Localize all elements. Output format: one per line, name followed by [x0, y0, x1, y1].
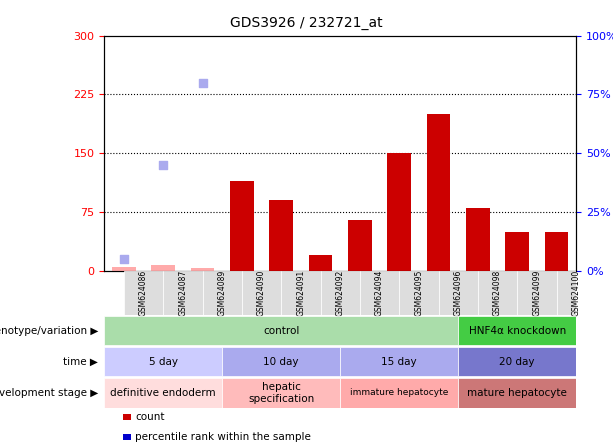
Text: GSM624086: GSM624086	[139, 270, 148, 316]
Text: mature hepatocyte: mature hepatocyte	[467, 388, 567, 398]
Bar	[230, 181, 254, 271]
Text: 20 day: 20 day	[500, 357, 535, 367]
Bar	[458, 347, 576, 377]
Text: percentile rank within the sample: percentile rank within the sample	[135, 432, 311, 442]
Bar	[281, 271, 321, 315]
Bar	[427, 114, 451, 271]
Bar	[505, 232, 529, 271]
Text: GSM624094: GSM624094	[375, 270, 384, 316]
Bar	[222, 378, 340, 408]
Text: GSM624099: GSM624099	[532, 270, 541, 316]
Bar	[104, 378, 222, 408]
Text: GSM624087: GSM624087	[178, 270, 188, 316]
Bar	[222, 347, 340, 377]
Text: immature hepatocyte: immature hepatocyte	[350, 388, 448, 397]
Bar	[387, 153, 411, 271]
Bar	[270, 200, 293, 271]
Text: GSM624090: GSM624090	[257, 270, 266, 316]
Bar	[191, 268, 215, 271]
Text: control: control	[263, 326, 299, 336]
Bar	[202, 271, 242, 315]
Text: GSM624098: GSM624098	[493, 270, 502, 316]
Text: GDS3926 / 232721_at: GDS3926 / 232721_at	[230, 16, 383, 30]
Bar	[104, 347, 222, 377]
Point	[197, 79, 207, 86]
Text: hepatic
specification: hepatic specification	[248, 382, 314, 404]
Text: GSM624092: GSM624092	[336, 270, 345, 316]
Bar	[124, 271, 163, 315]
Text: GSM624091: GSM624091	[296, 270, 305, 316]
Bar	[360, 271, 399, 315]
Text: definitive endoderm: definitive endoderm	[110, 388, 216, 398]
Bar	[517, 271, 557, 315]
Bar	[340, 378, 458, 408]
Bar	[478, 271, 517, 315]
Text: 5 day: 5 day	[149, 357, 178, 367]
Bar	[458, 378, 576, 408]
Bar	[309, 255, 332, 271]
Point	[158, 162, 168, 169]
Bar	[242, 271, 281, 315]
Text: genotype/variation ▶: genotype/variation ▶	[0, 326, 98, 336]
Text: GSM624095: GSM624095	[414, 270, 424, 316]
Text: time ▶: time ▶	[63, 357, 98, 367]
Bar	[466, 208, 490, 271]
Text: GSM624100: GSM624100	[572, 270, 581, 316]
Bar	[399, 271, 438, 315]
Text: 15 day: 15 day	[381, 357, 417, 367]
Bar	[104, 316, 458, 345]
Bar	[458, 316, 576, 345]
Bar	[340, 347, 458, 377]
Text: GSM624089: GSM624089	[218, 270, 227, 316]
Bar	[112, 267, 135, 271]
Text: GSM624096: GSM624096	[454, 270, 463, 316]
Point	[119, 256, 129, 263]
Bar	[163, 271, 202, 315]
Text: development stage ▶: development stage ▶	[0, 388, 98, 398]
Bar	[438, 271, 478, 315]
Text: 10 day: 10 day	[264, 357, 299, 367]
Bar	[321, 271, 360, 315]
Bar	[151, 265, 175, 271]
Text: count: count	[135, 412, 165, 422]
Bar	[557, 271, 596, 315]
Bar	[348, 220, 371, 271]
Bar	[545, 232, 568, 271]
Text: HNF4α knockdown: HNF4α knockdown	[468, 326, 566, 336]
